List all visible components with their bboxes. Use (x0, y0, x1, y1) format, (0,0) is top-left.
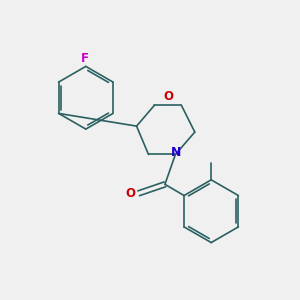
Text: O: O (163, 90, 173, 103)
Text: N: N (171, 146, 181, 160)
Text: F: F (81, 52, 89, 64)
Text: O: O (125, 188, 135, 200)
